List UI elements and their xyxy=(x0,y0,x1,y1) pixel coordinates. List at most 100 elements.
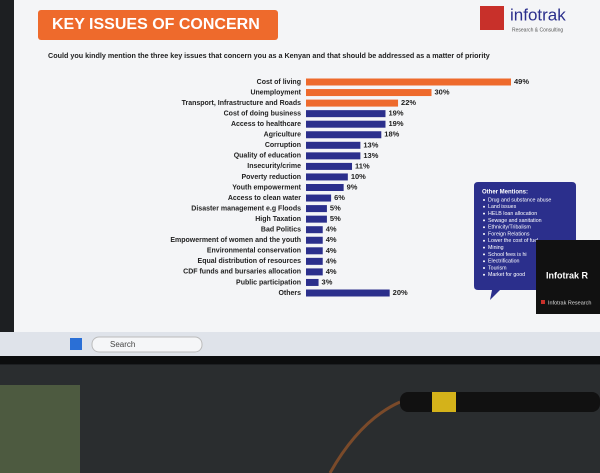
category-label: Others xyxy=(278,290,301,297)
category-label: Unemployment xyxy=(250,89,301,96)
wall xyxy=(0,365,600,473)
bar xyxy=(306,131,382,139)
other-mention: HELB loan allocation xyxy=(488,211,537,217)
value-label: 4% xyxy=(326,256,337,265)
other-mention: Tourism xyxy=(488,265,507,271)
value-label: 5% xyxy=(330,214,341,223)
bullet xyxy=(483,233,485,235)
start-button[interactable] xyxy=(70,338,82,350)
value-label: 3% xyxy=(322,277,333,286)
bar xyxy=(306,236,323,244)
bar xyxy=(306,78,511,86)
other-mention: School fees is hi xyxy=(488,252,527,258)
logo-icon xyxy=(480,6,504,30)
bar xyxy=(306,120,386,128)
other-mention: Market for good xyxy=(488,272,525,278)
bullet xyxy=(483,199,485,201)
cable xyxy=(328,400,401,473)
bar xyxy=(306,194,332,202)
bar xyxy=(306,99,399,107)
value-label: 19% xyxy=(388,119,403,128)
overlay-footer: Infotrak Research xyxy=(548,300,591,306)
bullet xyxy=(483,226,485,229)
bar xyxy=(306,226,323,234)
other-mention: Foreign Relations xyxy=(488,231,530,237)
value-label: 11% xyxy=(355,161,370,170)
bar xyxy=(306,247,323,255)
category-label: Cost of living xyxy=(257,79,301,86)
bullet xyxy=(483,260,485,263)
category-label: Cost of doing business xyxy=(224,110,301,117)
value-label: 18% xyxy=(384,130,399,139)
category-label: Youth empowerment xyxy=(232,184,301,191)
category-label: Quality of education xyxy=(234,153,301,160)
title-bar xyxy=(38,10,278,40)
category-label: High Taxation xyxy=(255,216,301,223)
other-mention: Mining xyxy=(488,245,504,251)
other-mention: Electrification xyxy=(488,259,520,265)
bar xyxy=(306,289,390,297)
bullet xyxy=(483,273,485,276)
value-label: 4% xyxy=(326,235,337,244)
search-box[interactable] xyxy=(91,336,203,353)
logo-tagline: Research & Consulting xyxy=(512,27,563,33)
category-label: Equal distribution of resources xyxy=(198,258,302,265)
category-label: Disaster management e.g Floods xyxy=(191,205,301,212)
value-label: 20% xyxy=(393,288,408,297)
microphone xyxy=(400,392,600,412)
category-label: Corruption xyxy=(265,142,301,149)
bullet xyxy=(483,219,485,222)
mic-ring xyxy=(432,392,456,412)
bullet xyxy=(483,246,485,249)
bullet xyxy=(483,267,485,269)
chart-subtitle: Could you kindly mention the three key i… xyxy=(48,51,490,60)
bar xyxy=(306,205,327,213)
bar xyxy=(306,278,319,286)
value-label: 6% xyxy=(334,193,345,202)
category-label: Environmental conservation xyxy=(207,248,301,255)
other-mention: Drug and substance abuse xyxy=(488,197,551,203)
category-label: CDF funds and bursaries allocation xyxy=(183,269,301,276)
other-mention: Lower the cost of fuel xyxy=(488,238,538,244)
bezel xyxy=(0,356,600,364)
value-label: 9% xyxy=(347,182,358,191)
logo-name: infotrak xyxy=(510,5,566,24)
other-mention: Ethnicity/Tribalism xyxy=(488,225,531,231)
bar xyxy=(306,152,361,160)
other-mentions-title: Other Mentions: xyxy=(482,190,528,196)
overlay xyxy=(536,240,600,314)
value-label: 4% xyxy=(326,267,337,276)
bar xyxy=(306,173,348,181)
category-label: Bad Politics xyxy=(261,227,301,234)
value-label: 30% xyxy=(435,88,450,97)
bar xyxy=(306,162,353,170)
value-label: 19% xyxy=(388,109,403,118)
other-mention: Sewage and sanitation xyxy=(488,218,542,224)
value-label: 13% xyxy=(363,140,378,149)
category-label: Agriculture xyxy=(264,132,301,139)
value-label: 49% xyxy=(514,77,529,86)
value-label: 4% xyxy=(326,225,337,234)
category-label: Access to healthcare xyxy=(231,121,301,128)
bullet xyxy=(483,212,485,215)
overlay-icon xyxy=(541,300,545,304)
category-label: Poverty reduction xyxy=(241,174,301,181)
taskbar xyxy=(0,332,600,356)
category-label: Access to clean water xyxy=(228,195,301,202)
bullet xyxy=(483,239,485,242)
category-label: Insecurity/crime xyxy=(247,163,301,170)
bar xyxy=(306,110,386,118)
search-label[interactable]: Search xyxy=(110,340,135,349)
bar xyxy=(306,215,327,223)
value-label: 10% xyxy=(351,172,366,181)
bar xyxy=(306,89,432,97)
bar xyxy=(306,184,344,191)
value-label: 4% xyxy=(326,246,337,255)
other-mention: Land issues xyxy=(488,204,517,210)
bullet xyxy=(483,253,485,256)
window xyxy=(0,385,80,473)
category-label: Transport, Infrastructure and Roads xyxy=(182,100,302,107)
bar xyxy=(306,141,361,149)
